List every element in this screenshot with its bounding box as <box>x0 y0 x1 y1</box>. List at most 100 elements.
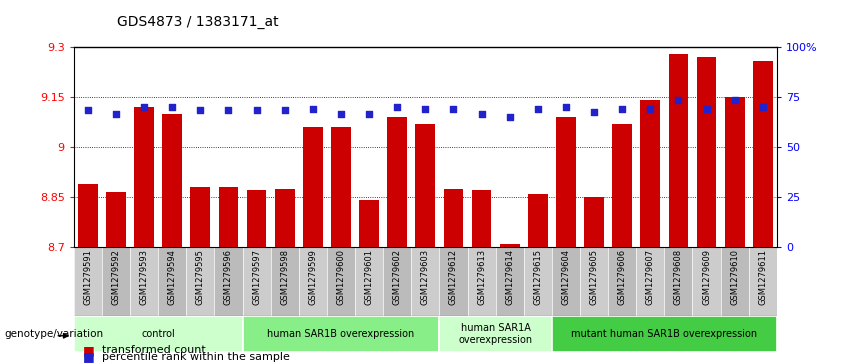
Bar <box>219 187 239 247</box>
Bar <box>693 247 720 316</box>
Bar <box>355 247 383 316</box>
Point <box>756 104 770 110</box>
Point <box>475 111 489 117</box>
Point <box>194 107 207 113</box>
Bar <box>387 117 407 247</box>
Text: GSM1279598: GSM1279598 <box>280 249 289 305</box>
Bar <box>74 316 242 352</box>
Point <box>643 106 657 112</box>
Bar <box>416 124 435 247</box>
Text: GSM1279601: GSM1279601 <box>365 249 373 305</box>
Text: GSM1279602: GSM1279602 <box>392 249 402 305</box>
Bar <box>439 247 468 316</box>
Point <box>559 104 573 110</box>
Text: GSM1279593: GSM1279593 <box>140 249 148 305</box>
Bar <box>725 97 745 247</box>
Text: GSM1279594: GSM1279594 <box>168 249 177 305</box>
Text: human SAR1B overexpression: human SAR1B overexpression <box>267 329 415 339</box>
Bar <box>271 247 299 316</box>
Text: GSM1279592: GSM1279592 <box>111 249 121 305</box>
Bar <box>135 107 154 247</box>
Bar <box>720 247 749 316</box>
Point <box>587 109 601 115</box>
Bar <box>130 247 158 316</box>
Point <box>165 104 179 110</box>
Bar <box>552 316 777 352</box>
Bar <box>303 127 323 247</box>
Bar <box>383 247 411 316</box>
Bar <box>247 190 266 247</box>
Bar <box>74 247 102 316</box>
Text: GSM1279607: GSM1279607 <box>646 249 654 305</box>
Bar <box>106 192 126 247</box>
Bar <box>214 247 242 316</box>
Text: GSM1279606: GSM1279606 <box>618 249 627 305</box>
Text: GSM1279608: GSM1279608 <box>674 249 683 305</box>
Point <box>306 106 319 112</box>
Bar <box>359 200 379 247</box>
Bar <box>584 197 604 247</box>
Text: GDS4873 / 1383171_at: GDS4873 / 1383171_at <box>117 15 279 29</box>
Text: GSM1279605: GSM1279605 <box>589 249 599 305</box>
Bar <box>528 193 548 247</box>
Bar <box>275 189 294 247</box>
Bar <box>697 57 716 247</box>
Text: GSM1279615: GSM1279615 <box>533 249 542 305</box>
Text: GSM1279614: GSM1279614 <box>505 249 514 305</box>
Text: GSM1279610: GSM1279610 <box>730 249 740 305</box>
Bar <box>552 247 580 316</box>
Text: GSM1279599: GSM1279599 <box>308 249 318 305</box>
Bar <box>299 247 327 316</box>
Point <box>362 111 376 117</box>
Bar <box>331 127 351 247</box>
Point <box>503 114 516 120</box>
Text: GSM1279600: GSM1279600 <box>337 249 345 305</box>
Bar <box>641 101 661 247</box>
Text: transformed count: transformed count <box>102 345 206 355</box>
Bar <box>439 316 552 352</box>
Bar <box>162 114 182 247</box>
Point <box>81 107 95 113</box>
Text: GSM1279609: GSM1279609 <box>702 249 711 305</box>
Text: genotype/variation: genotype/variation <box>4 329 103 339</box>
Text: control: control <box>141 329 175 339</box>
Bar <box>608 247 636 316</box>
Text: ■: ■ <box>82 350 95 363</box>
Bar <box>556 117 575 247</box>
Text: GSM1279597: GSM1279597 <box>252 249 261 305</box>
Bar <box>664 247 693 316</box>
Bar <box>327 247 355 316</box>
Text: human SAR1A
overexpression: human SAR1A overexpression <box>458 323 533 345</box>
Text: GSM1279604: GSM1279604 <box>562 249 570 305</box>
Text: GSM1279611: GSM1279611 <box>759 249 767 305</box>
Bar <box>190 187 210 247</box>
Bar <box>636 247 664 316</box>
Text: mutant human SAR1B overexpression: mutant human SAR1B overexpression <box>571 329 758 339</box>
Text: GSM1279603: GSM1279603 <box>421 249 430 305</box>
Point <box>446 106 460 112</box>
Text: GSM1279591: GSM1279591 <box>83 249 92 305</box>
Text: GSM1279612: GSM1279612 <box>449 249 458 305</box>
Bar <box>668 54 688 247</box>
Text: ■: ■ <box>82 344 95 357</box>
Bar <box>78 184 98 247</box>
Text: GSM1279596: GSM1279596 <box>224 249 233 305</box>
Point <box>727 98 741 103</box>
Text: GSM1279595: GSM1279595 <box>196 249 205 305</box>
Bar <box>500 244 520 247</box>
Bar <box>496 247 523 316</box>
Bar <box>411 247 439 316</box>
Bar <box>523 247 552 316</box>
Bar <box>749 247 777 316</box>
Bar <box>444 189 464 247</box>
Bar <box>242 247 271 316</box>
Bar <box>471 190 491 247</box>
Point <box>672 98 686 103</box>
Point <box>531 106 545 112</box>
Bar <box>102 247 130 316</box>
Bar <box>580 247 608 316</box>
Point <box>137 104 151 110</box>
Point <box>278 107 292 113</box>
Bar <box>612 124 632 247</box>
Point <box>391 104 404 110</box>
